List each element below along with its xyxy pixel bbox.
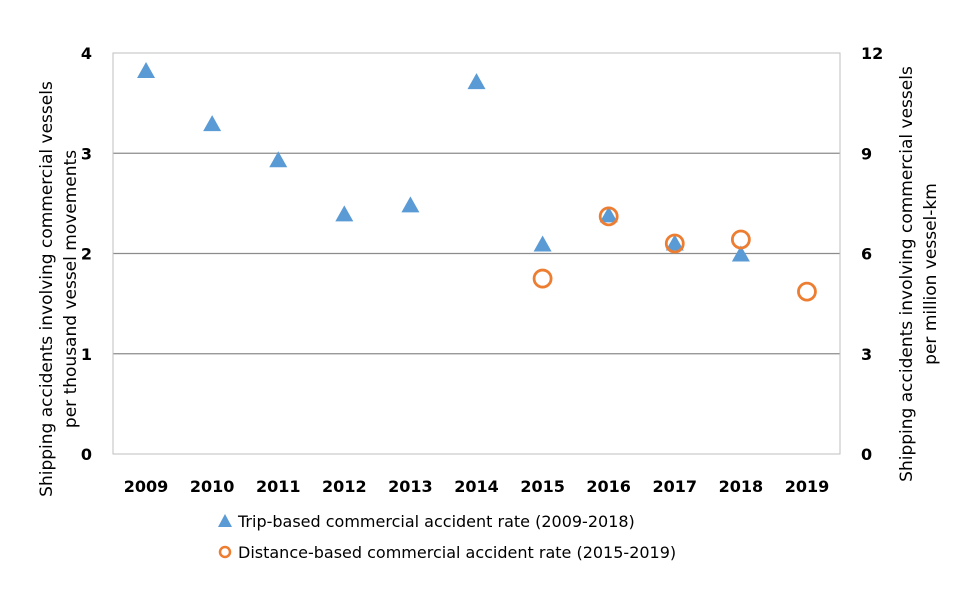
x-tick-label: 2011 (256, 477, 301, 496)
triangle-point (665, 234, 684, 251)
left-tick-label: 1 (81, 345, 92, 364)
x-tick-label: 2013 (388, 477, 433, 496)
gridlines (113, 152, 840, 355)
circle-point (797, 281, 817, 302)
legend-item-trip-based: Trip-based commercial accident rate (200… (218, 512, 635, 531)
triangle-point (269, 151, 288, 168)
left-tick-label: 3 (81, 144, 92, 163)
triangle-point (335, 205, 354, 222)
circle-point (730, 229, 751, 250)
right-tick-label: 6 (861, 245, 872, 264)
left-axis-ticks: 0 1 2 3 4 (81, 44, 92, 464)
x-tick-label: 2010 (190, 477, 235, 496)
x-tick-label: 2014 (454, 477, 499, 496)
x-tick-label: 2015 (520, 477, 565, 496)
plot-area-border (112, 52, 841, 455)
legend-label-trip-based: Trip-based commercial accident rate (200… (237, 512, 635, 531)
x-tick-label: 2018 (719, 477, 764, 496)
left-axis-title-line1: Shipping accidents involving commercial … (37, 81, 57, 497)
right-tick-label: 3 (861, 345, 872, 364)
triangle-point (533, 235, 552, 252)
legend: Trip-based commercial accident rate (200… (218, 512, 676, 562)
x-tick-label: 2016 (586, 477, 631, 496)
x-tick-label: 2009 (124, 477, 169, 496)
series-trip-based (137, 62, 750, 262)
x-tick-label: 2017 (653, 477, 698, 496)
triangle-point (401, 196, 420, 213)
x-tick-label: 2019 (785, 477, 830, 496)
right-axis-title-line2: per million vessel-km (921, 183, 941, 365)
right-tick-label: 12 (861, 44, 883, 63)
series-distance-based (532, 206, 817, 302)
x-tick-label: 2012 (322, 477, 367, 496)
left-tick-label: 0 (81, 445, 92, 464)
right-axis-ticks: 0 3 6 9 12 (861, 44, 883, 464)
legend-circle-marker (218, 545, 232, 559)
legend-triangle-marker (218, 514, 232, 527)
circle-point (664, 233, 685, 254)
left-axis-title-line2: per thousand vessel movements (61, 150, 81, 428)
left-tick-label: 4 (81, 44, 92, 63)
right-tick-label: 0 (861, 445, 872, 464)
circle-point (532, 268, 553, 289)
left-tick-label: 2 (81, 245, 92, 264)
triangle-point (599, 206, 618, 223)
x-axis-ticks: 2009 2010 2011 2012 2013 2014 2015 2016 2017 2018… (124, 477, 829, 496)
triangle-point (203, 115, 222, 132)
right-tick-label: 9 (861, 144, 872, 163)
triangle-point (137, 62, 156, 79)
right-axis-title-line1: Shipping accidents involving commercial … (897, 66, 917, 482)
triangle-point (467, 73, 486, 90)
legend-label-distance-based: Distance-based commercial accident rate … (238, 543, 676, 562)
triangle-point (731, 245, 750, 262)
legend-item-distance-based: Distance-based commercial accident rate … (218, 543, 676, 562)
circle-point (598, 206, 619, 227)
